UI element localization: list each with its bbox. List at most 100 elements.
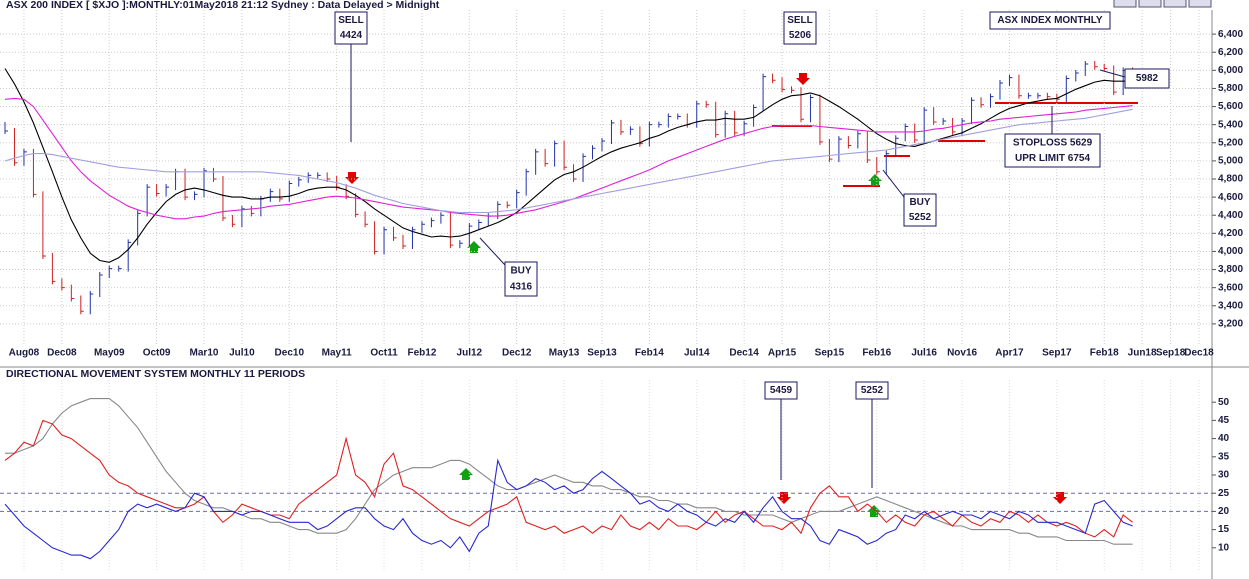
price-bar: [42, 191, 46, 259]
x-tick-label: Feb16: [862, 348, 891, 359]
price-bar: [1046, 92, 1051, 100]
price-bar: [762, 73, 767, 111]
price-bar: [430, 217, 435, 228]
y-tick-label: 3,200: [1218, 319, 1243, 330]
price-bar: [895, 135, 899, 157]
x-tick-label: May13: [549, 348, 580, 359]
price-bar: [554, 140, 558, 167]
price-bar: [753, 104, 757, 127]
x-tick-label: Apr17: [995, 348, 1024, 359]
x-tick-label: Jul16: [911, 348, 937, 359]
annotation-text: 5206: [789, 30, 812, 41]
y-tick-label: 6,400: [1218, 29, 1243, 40]
price-bar: [535, 148, 539, 175]
price-bar: [1103, 63, 1108, 72]
price-bar: [592, 145, 596, 160]
x-tick-label: Nov16: [947, 348, 977, 359]
price-bar: [1094, 60, 1098, 70]
annotation-box: [783, 11, 817, 45]
price-bar: [393, 226, 397, 241]
nav-first[interactable]: [1113, 0, 1137, 8]
price-bar: [99, 271, 103, 298]
sell-arrow: [345, 172, 359, 184]
y-tick-label: 5,200: [1218, 137, 1243, 148]
price-bar: [364, 211, 369, 228]
price-bar: [772, 73, 776, 84]
x-tick-label: Jul12: [457, 348, 483, 359]
annotation-box: [764, 381, 798, 400]
x-tick-label: Sep15: [815, 348, 845, 359]
price-bar: [468, 223, 473, 247]
price-bar: [601, 137, 605, 152]
x-tick-label: Sep18: [1156, 348, 1186, 359]
sell-arrow: [777, 492, 791, 504]
price-bar: [165, 184, 170, 197]
annotation-pointer: [882, 169, 905, 198]
price-bar: [620, 119, 624, 135]
annotation-text: 4316: [510, 282, 533, 293]
y-tick-label: 35: [1218, 451, 1230, 462]
annotation-box: [989, 11, 1111, 30]
price-bar: [156, 184, 160, 197]
price-bar: [146, 184, 151, 217]
price-bar: [203, 167, 207, 198]
x-tick-label: Feb12: [407, 348, 436, 359]
price-bar: [734, 110, 738, 136]
price-bar: [980, 97, 985, 108]
price-bar: [421, 221, 425, 233]
price-bar: [459, 240, 463, 249]
price-bar: [13, 128, 18, 166]
price-bar: [667, 113, 672, 128]
y-tick-label: 15: [1218, 524, 1230, 535]
y-tick-label: 3,400: [1218, 300, 1243, 311]
x-tick-label: Oct09: [143, 348, 171, 359]
y-tick-label: 4,200: [1218, 228, 1243, 239]
x-tick-label: Dec18: [1184, 348, 1214, 359]
price-bar: [1008, 74, 1013, 87]
x-tick-label: Dec10: [275, 348, 305, 359]
x-tick-label: Oct11: [370, 348, 398, 359]
price-bar: [1075, 70, 1079, 82]
y-tick-label: 50: [1218, 397, 1230, 408]
price-bar: [990, 93, 994, 108]
annotation-text: 5252: [861, 385, 884, 396]
price-bar: [4, 122, 8, 135]
price-bar: [1113, 65, 1117, 96]
y-tick-label: 4,400: [1218, 210, 1243, 221]
nav-buttons: [1113, 0, 1212, 8]
nav-next[interactable]: [1163, 0, 1187, 8]
annotation-text: SELL: [787, 15, 813, 26]
annotation-box: [1124, 68, 1170, 89]
price-bar: [705, 100, 710, 108]
price-bar: [212, 167, 217, 182]
nav-prev[interactable]: [1138, 0, 1162, 8]
price-bar: [724, 110, 729, 138]
annotation-pointer: [479, 237, 506, 266]
annotation-text: 4424: [340, 30, 363, 41]
annotation-box: [1004, 133, 1101, 168]
x-tick-label: Mar10: [190, 348, 219, 359]
price-bar: [89, 291, 94, 315]
price-bar: [288, 180, 293, 202]
price-bar: [1027, 92, 1032, 99]
annotation-box: [334, 11, 368, 45]
x-tick-label: Dec08: [47, 348, 77, 359]
line-series: [4, 458, 1133, 560]
price-bar: [999, 80, 1003, 100]
chart-title: DIRECTIONAL MOVEMENT SYSTEM MONTHLY 11 P…: [6, 368, 305, 380]
price-bar: [819, 94, 823, 145]
y-tick-label: 25: [1218, 488, 1230, 499]
price-bar: [876, 156, 880, 175]
x-tick-label: Jul10: [229, 348, 255, 359]
price-bar: [923, 107, 928, 144]
annotation-text: BUY: [909, 197, 930, 208]
y-tick-label: 20: [1218, 506, 1230, 517]
x-tick-label: May09: [94, 348, 125, 359]
price-bar: [194, 191, 198, 201]
price-bar: [355, 193, 359, 218]
nav-last[interactable]: [1188, 0, 1212, 8]
annotation-box: [903, 193, 937, 227]
y-tick-label: 5,600: [1218, 101, 1243, 112]
price-bar: [61, 278, 65, 291]
